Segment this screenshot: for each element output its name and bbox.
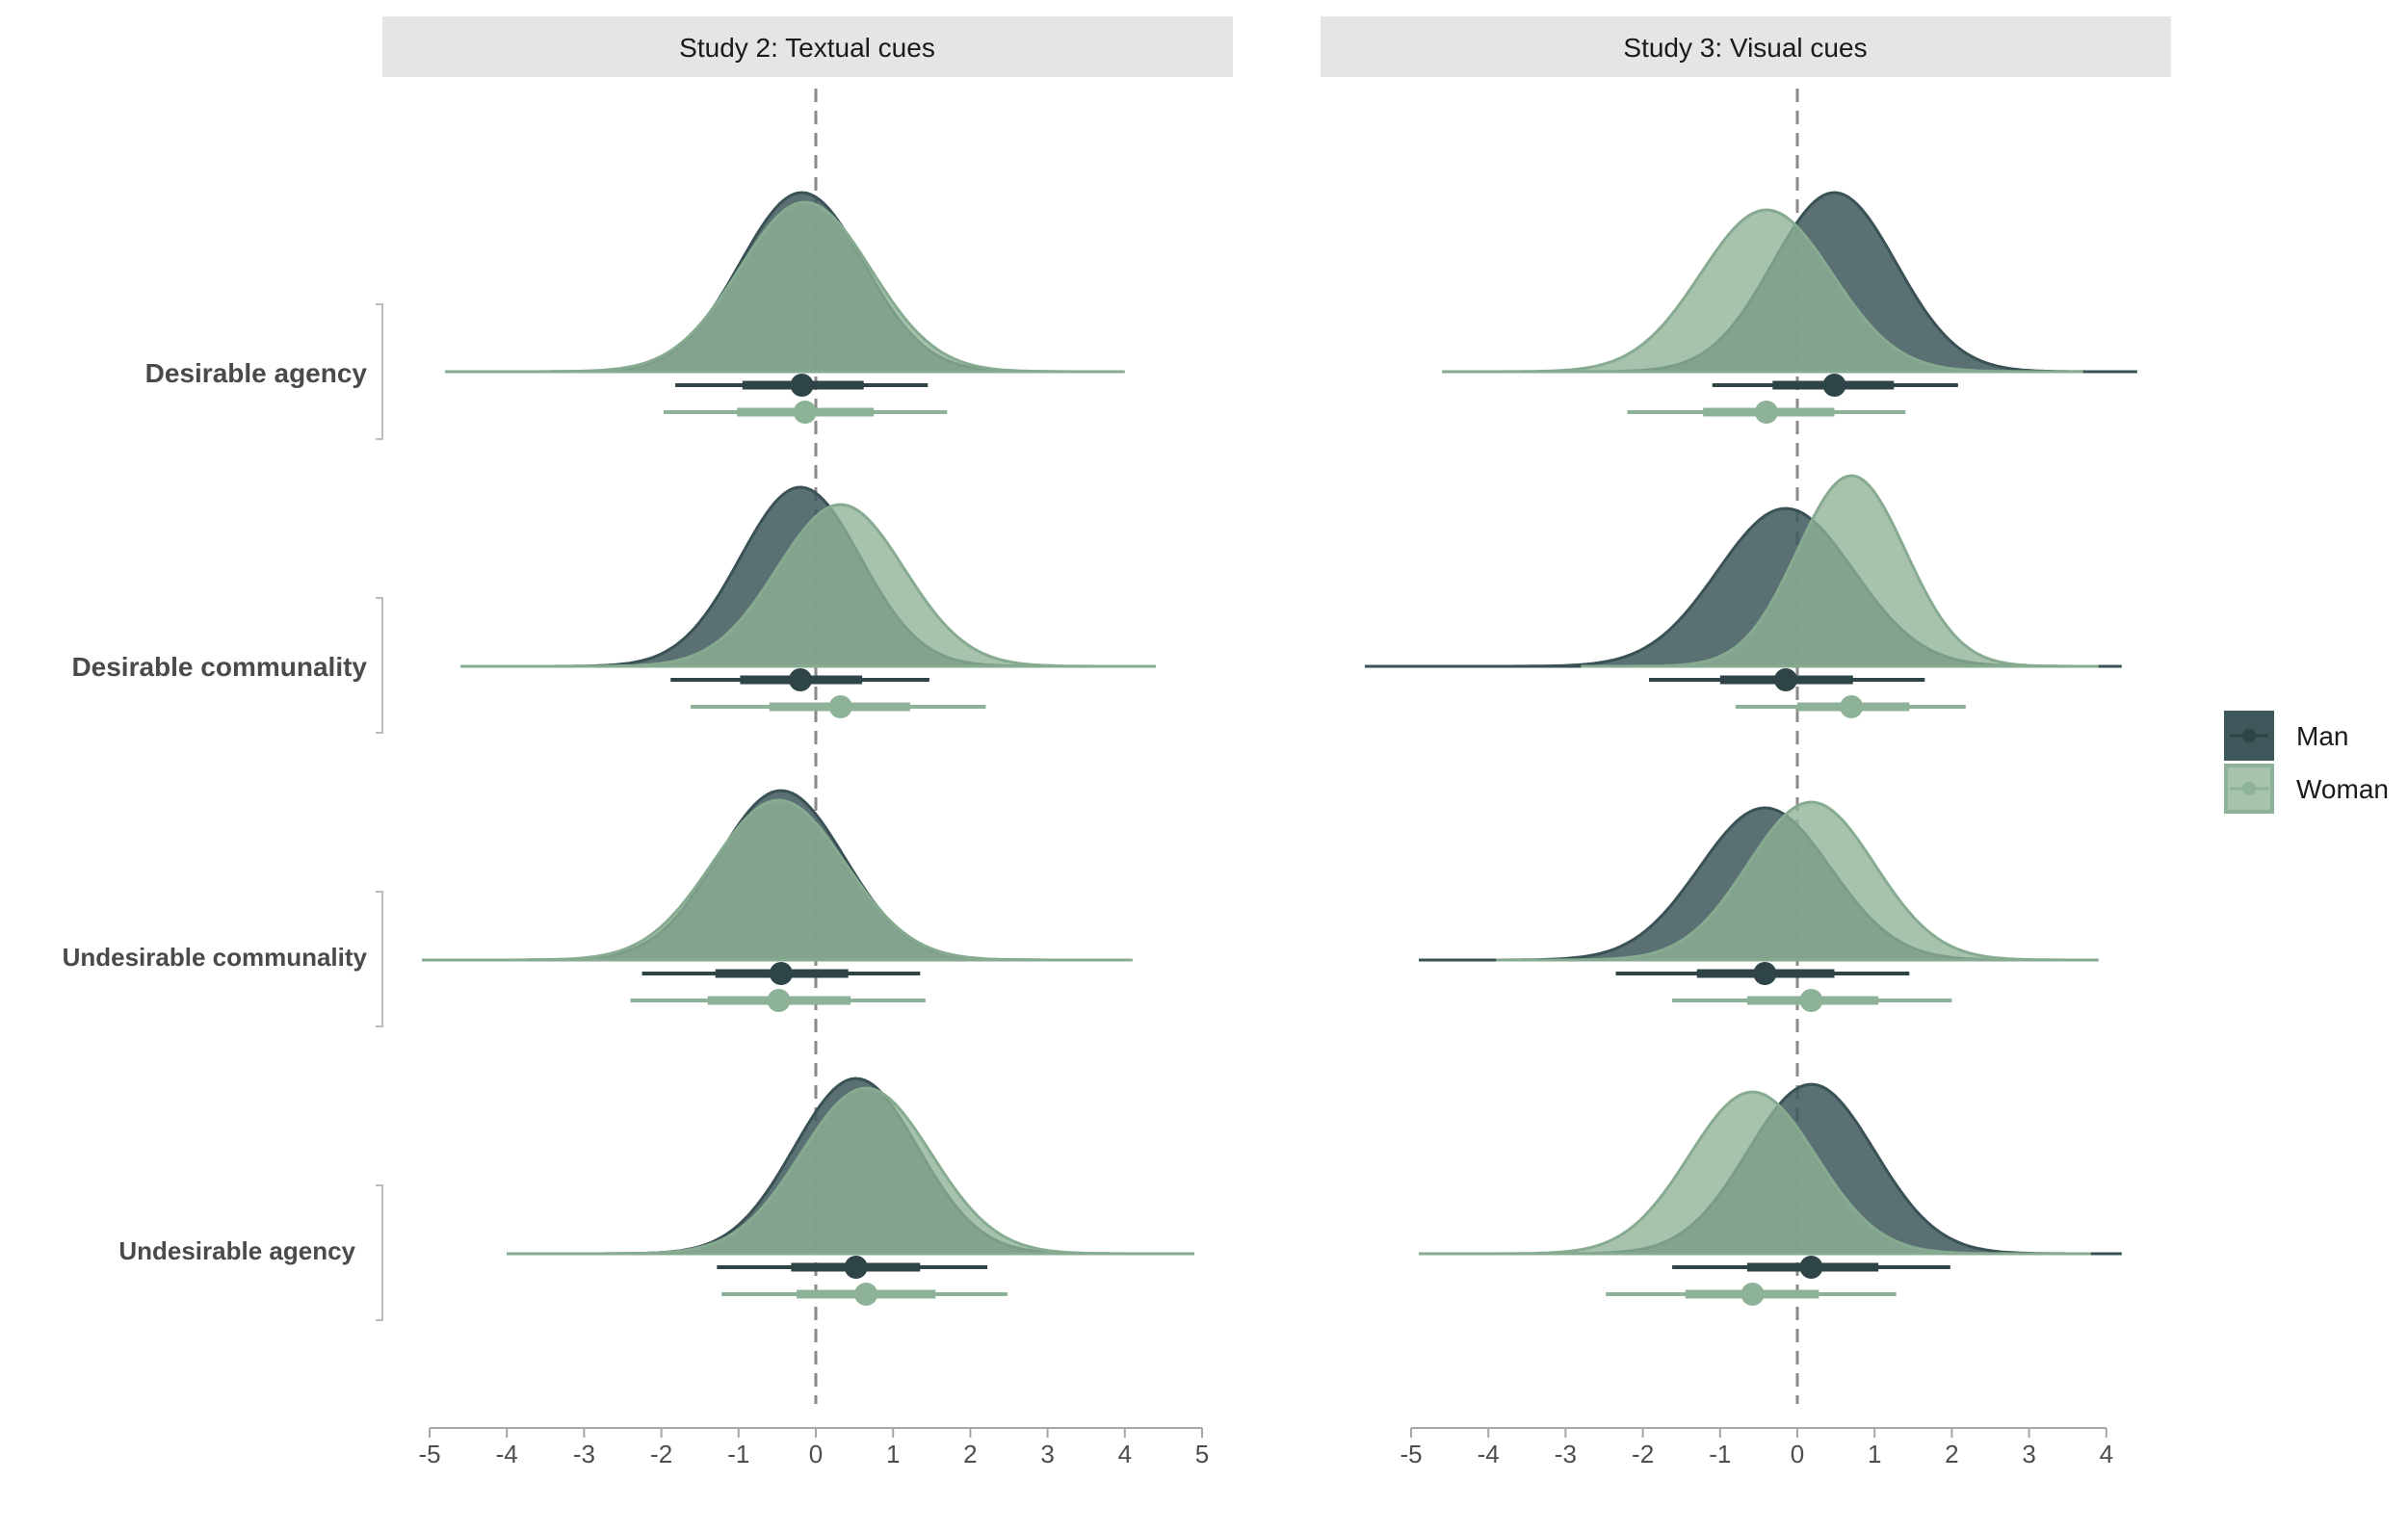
legend-entry-man: Man — [2224, 711, 2348, 761]
density-woman-desirable-communality — [460, 503, 1156, 668]
point-mean-woman-desirable-agency — [1754, 401, 1778, 424]
row-desirable-communality: Desirable communality — [71, 597, 383, 734]
row-undesirable-agency: Undesirable agency — [118, 1184, 383, 1321]
panel-study-3: Study 3: Visual cues -5 -4 -3 -2 -1 0 1 2 3 4 — [1321, 16, 2171, 1468]
row-undesirable-communality: Undesirable communality — [63, 891, 383, 1027]
point-mean-man-undesirable-agency — [1799, 1256, 1823, 1279]
legend-label-man: Man — [2296, 721, 2348, 751]
density-woman-undesirable-communality — [1496, 800, 2099, 962]
row-bracket — [376, 1184, 383, 1321]
point-mean-man-undesirable-agency — [844, 1256, 868, 1279]
panel-marks — [1364, 89, 2137, 1404]
row-desirable-agency: Desirable agency — [145, 303, 383, 440]
row-bracket — [376, 597, 383, 734]
x-tick-label: 4 — [1118, 1440, 1132, 1468]
row-label: Undesirable communality — [63, 943, 368, 972]
strip-background — [382, 16, 1233, 77]
point-mean-man-desirable-communality — [788, 668, 812, 691]
panel-marks — [422, 89, 1194, 1404]
point-mean-woman-desirable-communality — [828, 695, 852, 718]
x-tick-label: -1 — [1709, 1440, 1731, 1468]
x-tick-label: -5 — [418, 1440, 440, 1468]
point-mean-man-undesirable-communality — [1753, 962, 1777, 985]
x-tick-label: 0 — [1791, 1440, 1804, 1468]
density-woman-desirable-agency — [1442, 208, 2083, 374]
density-woman-undesirable-agency — [1419, 1090, 2091, 1256]
x-tick-label: -2 — [1632, 1440, 1654, 1468]
row-label: Undesirable agency — [118, 1236, 355, 1265]
point-mean-woman-desirable-communality — [1840, 695, 1864, 718]
point-mean-man-undesirable-communality — [769, 962, 793, 985]
point-mean-man-desirable-agency — [1822, 374, 1846, 397]
point-mean-man-desirable-agency — [790, 374, 814, 397]
x-tick-label: 3 — [2022, 1440, 2035, 1468]
x-tick-label: 3 — [1040, 1440, 1054, 1468]
density-woman-undesirable-communality — [422, 798, 1133, 962]
x-tick-label: 0 — [809, 1440, 823, 1468]
density-woman-desirable-communality — [1581, 474, 2099, 668]
x-tick-label: -4 — [1478, 1440, 1500, 1468]
point-mean-woman-desirable-agency — [793, 401, 817, 424]
strip-background — [1321, 16, 2171, 77]
x-axis: -5 -4 -3 -2 -1 0 1 2 3 4 — [1400, 1427, 2113, 1468]
x-tick-label: -2 — [650, 1440, 672, 1468]
x-axis: -5 -4 -3 -2 -1 0 1 2 3 4 5 — [418, 1427, 1209, 1468]
density-woman-undesirable-agency — [507, 1086, 1194, 1256]
x-tick-label: -1 — [727, 1440, 749, 1468]
x-tick-label: 1 — [886, 1440, 900, 1468]
x-tick-label: 2 — [1945, 1440, 1958, 1468]
legend-key-point — [2242, 782, 2256, 795]
row-labels: Desirable agency Desirable communality U… — [63, 303, 383, 1321]
x-tick-label: 4 — [2100, 1440, 2113, 1468]
legend-key-point — [2242, 729, 2256, 742]
x-tick-label: -3 — [1555, 1440, 1577, 1468]
x-tick-label: 2 — [963, 1440, 977, 1468]
x-tick-label: -5 — [1400, 1440, 1422, 1468]
panel-title: Study 2: Textual cues — [679, 33, 935, 63]
row-label: Desirable agency — [145, 358, 368, 388]
point-mean-woman-undesirable-agency — [854, 1283, 878, 1306]
panel-study-2: Study 2: Textual cues -5 -4 -3 -2 -1 0 1 2 3 4 5 — [382, 16, 1233, 1468]
legend: Man Woman — [2224, 711, 2389, 814]
row-bracket — [376, 891, 383, 1027]
x-tick-label: -3 — [573, 1440, 595, 1468]
legend-entry-woman: Woman — [2224, 764, 2389, 814]
x-tick-label: 5 — [1195, 1440, 1209, 1468]
density-woman-desirable-agency — [445, 200, 1125, 374]
x-tick-label: -4 — [496, 1440, 518, 1468]
point-mean-man-desirable-communality — [1773, 668, 1797, 691]
row-label: Desirable communality — [71, 652, 367, 682]
panel-title: Study 3: Visual cues — [1623, 33, 1867, 63]
legend-label-woman: Woman — [2296, 774, 2389, 804]
point-mean-woman-undesirable-communality — [767, 989, 791, 1012]
x-tick-label: 1 — [1868, 1440, 1881, 1468]
row-bracket — [376, 303, 383, 440]
point-mean-woman-undesirable-agency — [1741, 1283, 1765, 1306]
point-mean-woman-undesirable-communality — [1799, 989, 1823, 1012]
